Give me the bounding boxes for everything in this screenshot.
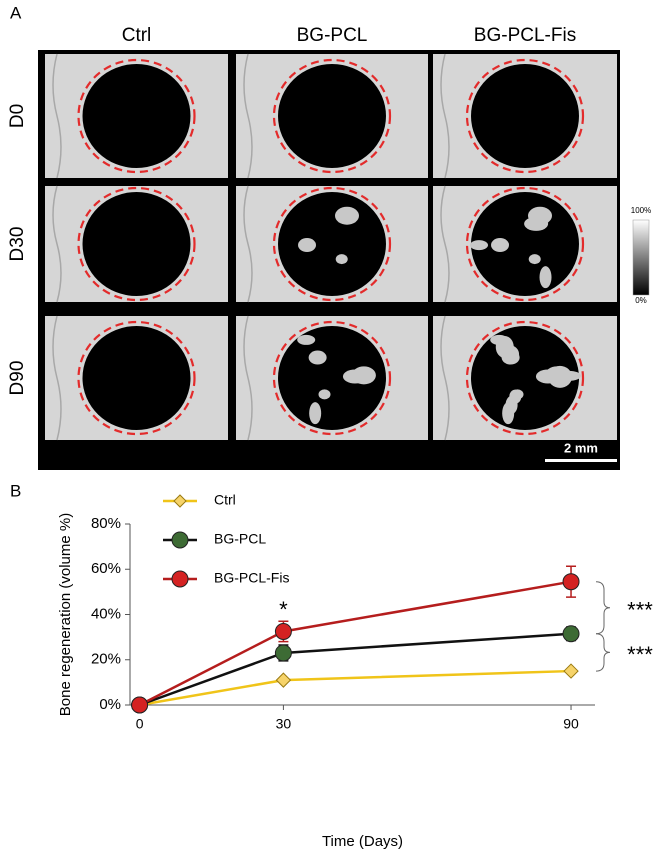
defect-outline	[272, 186, 392, 302]
bone-fragment	[501, 345, 520, 364]
defect	[278, 326, 386, 430]
y-tick-label: 0%	[99, 696, 121, 713]
bone-fragment	[509, 389, 522, 404]
bone-fragment	[335, 254, 348, 265]
tile-texture	[440, 53, 450, 179]
defect-outline	[77, 186, 196, 302]
y-tick-label: 60%	[91, 560, 121, 577]
legend-label: BG-PCL	[214, 531, 266, 547]
defect-outline	[465, 58, 585, 174]
series-line	[139, 669, 572, 707]
tile-texture	[243, 185, 253, 303]
defect	[82, 64, 191, 168]
tile-texture	[243, 315, 253, 441]
marker	[562, 625, 580, 643]
tile-texture	[440, 185, 450, 303]
defect	[471, 64, 579, 168]
bone-fragment	[318, 389, 331, 400]
defect	[82, 326, 191, 430]
marker	[562, 573, 580, 591]
row-label: D30	[7, 227, 28, 262]
marker	[131, 696, 149, 714]
marker	[171, 570, 189, 588]
defect-outline	[465, 320, 585, 436]
tile-texture	[52, 53, 62, 179]
defect-outline	[465, 186, 585, 302]
significance-bracket	[595, 581, 611, 635]
annotation: *	[279, 597, 288, 622]
defect	[471, 192, 579, 296]
series-line	[139, 580, 572, 707]
image-grid	[45, 53, 617, 441]
colorbar	[632, 219, 650, 296]
colorbar-max: 100%	[631, 206, 651, 215]
legend-label: Ctrl	[214, 492, 236, 508]
marker	[274, 622, 292, 640]
defect-outline	[272, 320, 392, 436]
bone-fragment	[334, 206, 359, 225]
significance-bracket	[595, 633, 611, 672]
annotation: ***	[627, 642, 653, 667]
bone-fragment	[308, 350, 327, 365]
scale-bar	[545, 459, 617, 462]
y-tick-label: 80%	[91, 515, 121, 532]
column-label: Ctrl	[122, 25, 152, 46]
bone-fragment	[309, 402, 322, 425]
x-axis-label: Time (Days)	[322, 833, 403, 850]
y-axis-label: Bone regeneration (volume %)	[57, 513, 74, 716]
defect	[82, 192, 191, 296]
bone-fragment	[524, 216, 549, 231]
bone-fragment	[491, 238, 510, 253]
bone-fragment	[547, 365, 572, 388]
tile-texture	[243, 53, 253, 179]
legend-label: BG-PCL-Fis	[214, 570, 289, 586]
column-label: BG-PCL	[297, 25, 368, 46]
marker	[275, 672, 292, 688]
bone-fragment	[297, 334, 316, 345]
scale-bar-label: 2 mm	[564, 440, 598, 455]
row-label: D0	[7, 104, 28, 128]
bone-fragment	[342, 369, 367, 384]
marker	[173, 494, 187, 508]
x-tick-label: 30	[276, 716, 292, 732]
defect	[278, 64, 386, 168]
tile-texture	[440, 315, 450, 441]
x-tick-label: 0	[136, 716, 144, 732]
marker	[563, 663, 579, 679]
row-label: D90	[7, 361, 28, 396]
bone-fragment	[539, 266, 552, 289]
defect-outline	[272, 58, 392, 174]
annotation: ***	[627, 598, 653, 623]
chart: 0% 20% 40% 60% 80% 0 30 90 Time (Days) Bone regen…	[57, 492, 653, 850]
defect	[278, 192, 386, 296]
tile-texture	[52, 185, 62, 303]
bone-fragment	[298, 238, 317, 253]
bone-fragment	[470, 240, 489, 251]
tile-texture	[52, 315, 62, 441]
y-tick-label: 40%	[91, 605, 121, 622]
defect-outline	[77, 320, 196, 436]
bone-fragment	[528, 254, 541, 265]
panel-label: A	[10, 3, 22, 22]
column-label: BG-PCL-Fis	[474, 25, 576, 46]
x-tick-label: 90	[563, 716, 579, 732]
marker	[274, 644, 292, 662]
marker	[171, 531, 189, 549]
colorbar-min: 0%	[635, 296, 647, 305]
y-tick-label: 20%	[91, 651, 121, 668]
defect-outline	[77, 58, 196, 174]
panel-label: B	[10, 481, 21, 500]
